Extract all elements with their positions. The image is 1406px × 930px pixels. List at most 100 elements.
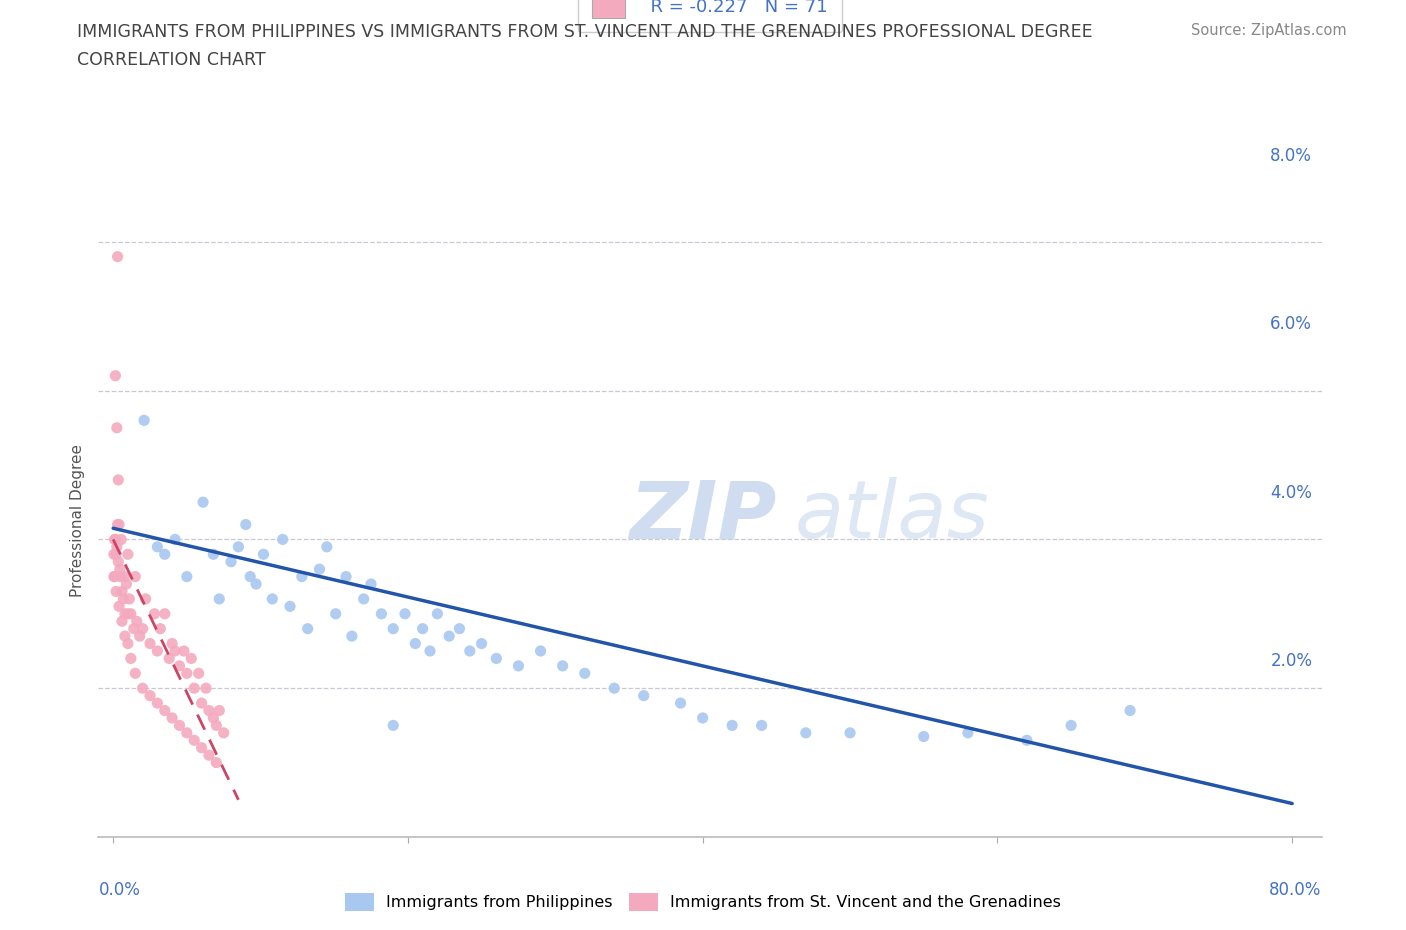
Point bbox=[228, 618, 250, 633]
Point bbox=[211, 660, 233, 675]
Point bbox=[558, 610, 581, 625]
Point bbox=[214, 567, 236, 582]
Point bbox=[179, 500, 201, 515]
Point bbox=[495, 610, 517, 625]
Point bbox=[233, 484, 256, 498]
Point bbox=[224, 677, 246, 692]
Point bbox=[184, 484, 207, 498]
Point bbox=[256, 719, 278, 734]
Point bbox=[193, 551, 215, 565]
Point bbox=[329, 484, 352, 498]
Point bbox=[352, 584, 374, 599]
Point bbox=[538, 627, 561, 642]
Point bbox=[201, 592, 224, 607]
Point bbox=[270, 736, 292, 751]
Point bbox=[183, 559, 205, 574]
Point bbox=[191, 601, 214, 616]
Point bbox=[243, 635, 266, 650]
Point bbox=[263, 677, 285, 692]
Point bbox=[427, 694, 450, 709]
Point bbox=[179, 525, 201, 540]
Point bbox=[416, 567, 439, 582]
Point bbox=[391, 592, 413, 607]
Point bbox=[224, 567, 246, 582]
Point bbox=[260, 652, 283, 667]
Point bbox=[195, 584, 218, 599]
Point bbox=[183, 416, 205, 431]
Point bbox=[233, 610, 256, 625]
Point bbox=[305, 534, 328, 549]
Point bbox=[267, 500, 290, 515]
Point bbox=[243, 525, 266, 540]
Point bbox=[437, 567, 460, 582]
Point bbox=[217, 492, 239, 507]
Point bbox=[194, 618, 217, 633]
Point bbox=[578, 627, 600, 642]
Point bbox=[217, 669, 239, 684]
Point bbox=[180, 542, 202, 557]
Point bbox=[295, 467, 318, 482]
Point bbox=[276, 702, 298, 717]
Point bbox=[900, 707, 922, 722]
Legend: Immigrants from Philippines, Immigrants from St. Vincent and the Grenadines: Immigrants from Philippines, Immigrants … bbox=[339, 886, 1067, 917]
Point bbox=[447, 601, 470, 616]
Point bbox=[794, 702, 817, 717]
Point bbox=[204, 652, 226, 667]
Point bbox=[834, 702, 856, 717]
Point bbox=[256, 669, 278, 684]
Point bbox=[650, 660, 672, 675]
Point bbox=[198, 576, 221, 591]
Point bbox=[183, 467, 205, 482]
Point bbox=[204, 584, 226, 599]
Point bbox=[179, 525, 201, 540]
Point bbox=[427, 584, 450, 599]
Y-axis label: Professional Degree: Professional Degree bbox=[70, 393, 86, 546]
Point bbox=[519, 618, 541, 633]
Point bbox=[231, 685, 253, 700]
Point bbox=[191, 500, 214, 515]
Point bbox=[183, 509, 205, 524]
Point bbox=[335, 559, 357, 574]
Point bbox=[273, 677, 295, 692]
Point bbox=[703, 685, 725, 700]
Point bbox=[197, 635, 219, 650]
Point bbox=[219, 584, 242, 599]
Point bbox=[186, 542, 208, 557]
Point bbox=[247, 618, 270, 633]
Point bbox=[236, 694, 259, 709]
Point bbox=[467, 567, 489, 582]
Point bbox=[755, 694, 778, 709]
Point bbox=[243, 702, 266, 717]
Point bbox=[205, 349, 228, 364]
Point bbox=[375, 567, 398, 582]
Point bbox=[624, 652, 647, 667]
Point bbox=[181, 467, 204, 482]
Point bbox=[312, 500, 335, 515]
Point bbox=[385, 525, 408, 540]
Point bbox=[188, 567, 211, 582]
Text: 0.0%: 0.0% bbox=[176, 878, 218, 896]
Point bbox=[250, 652, 273, 667]
Point bbox=[191, 567, 214, 582]
Point bbox=[187, 551, 209, 565]
Point bbox=[250, 711, 273, 725]
Point bbox=[368, 492, 391, 507]
Point bbox=[290, 492, 312, 507]
Point bbox=[486, 584, 509, 599]
Point bbox=[730, 694, 752, 709]
Point bbox=[231, 601, 253, 616]
Point bbox=[401, 551, 423, 565]
Point bbox=[683, 669, 706, 684]
Point bbox=[179, 484, 201, 498]
Point bbox=[181, 492, 204, 507]
Point bbox=[186, 576, 208, 591]
Point bbox=[270, 694, 292, 709]
Text: Source: ZipAtlas.com: Source: ZipAtlas.com bbox=[1191, 23, 1347, 38]
Point bbox=[299, 525, 322, 540]
Text: atlas: atlas bbox=[794, 477, 990, 555]
Point bbox=[180, 484, 202, 498]
Point bbox=[319, 551, 342, 565]
Point bbox=[184, 517, 207, 532]
Point bbox=[190, 534, 212, 549]
Point bbox=[598, 635, 620, 650]
